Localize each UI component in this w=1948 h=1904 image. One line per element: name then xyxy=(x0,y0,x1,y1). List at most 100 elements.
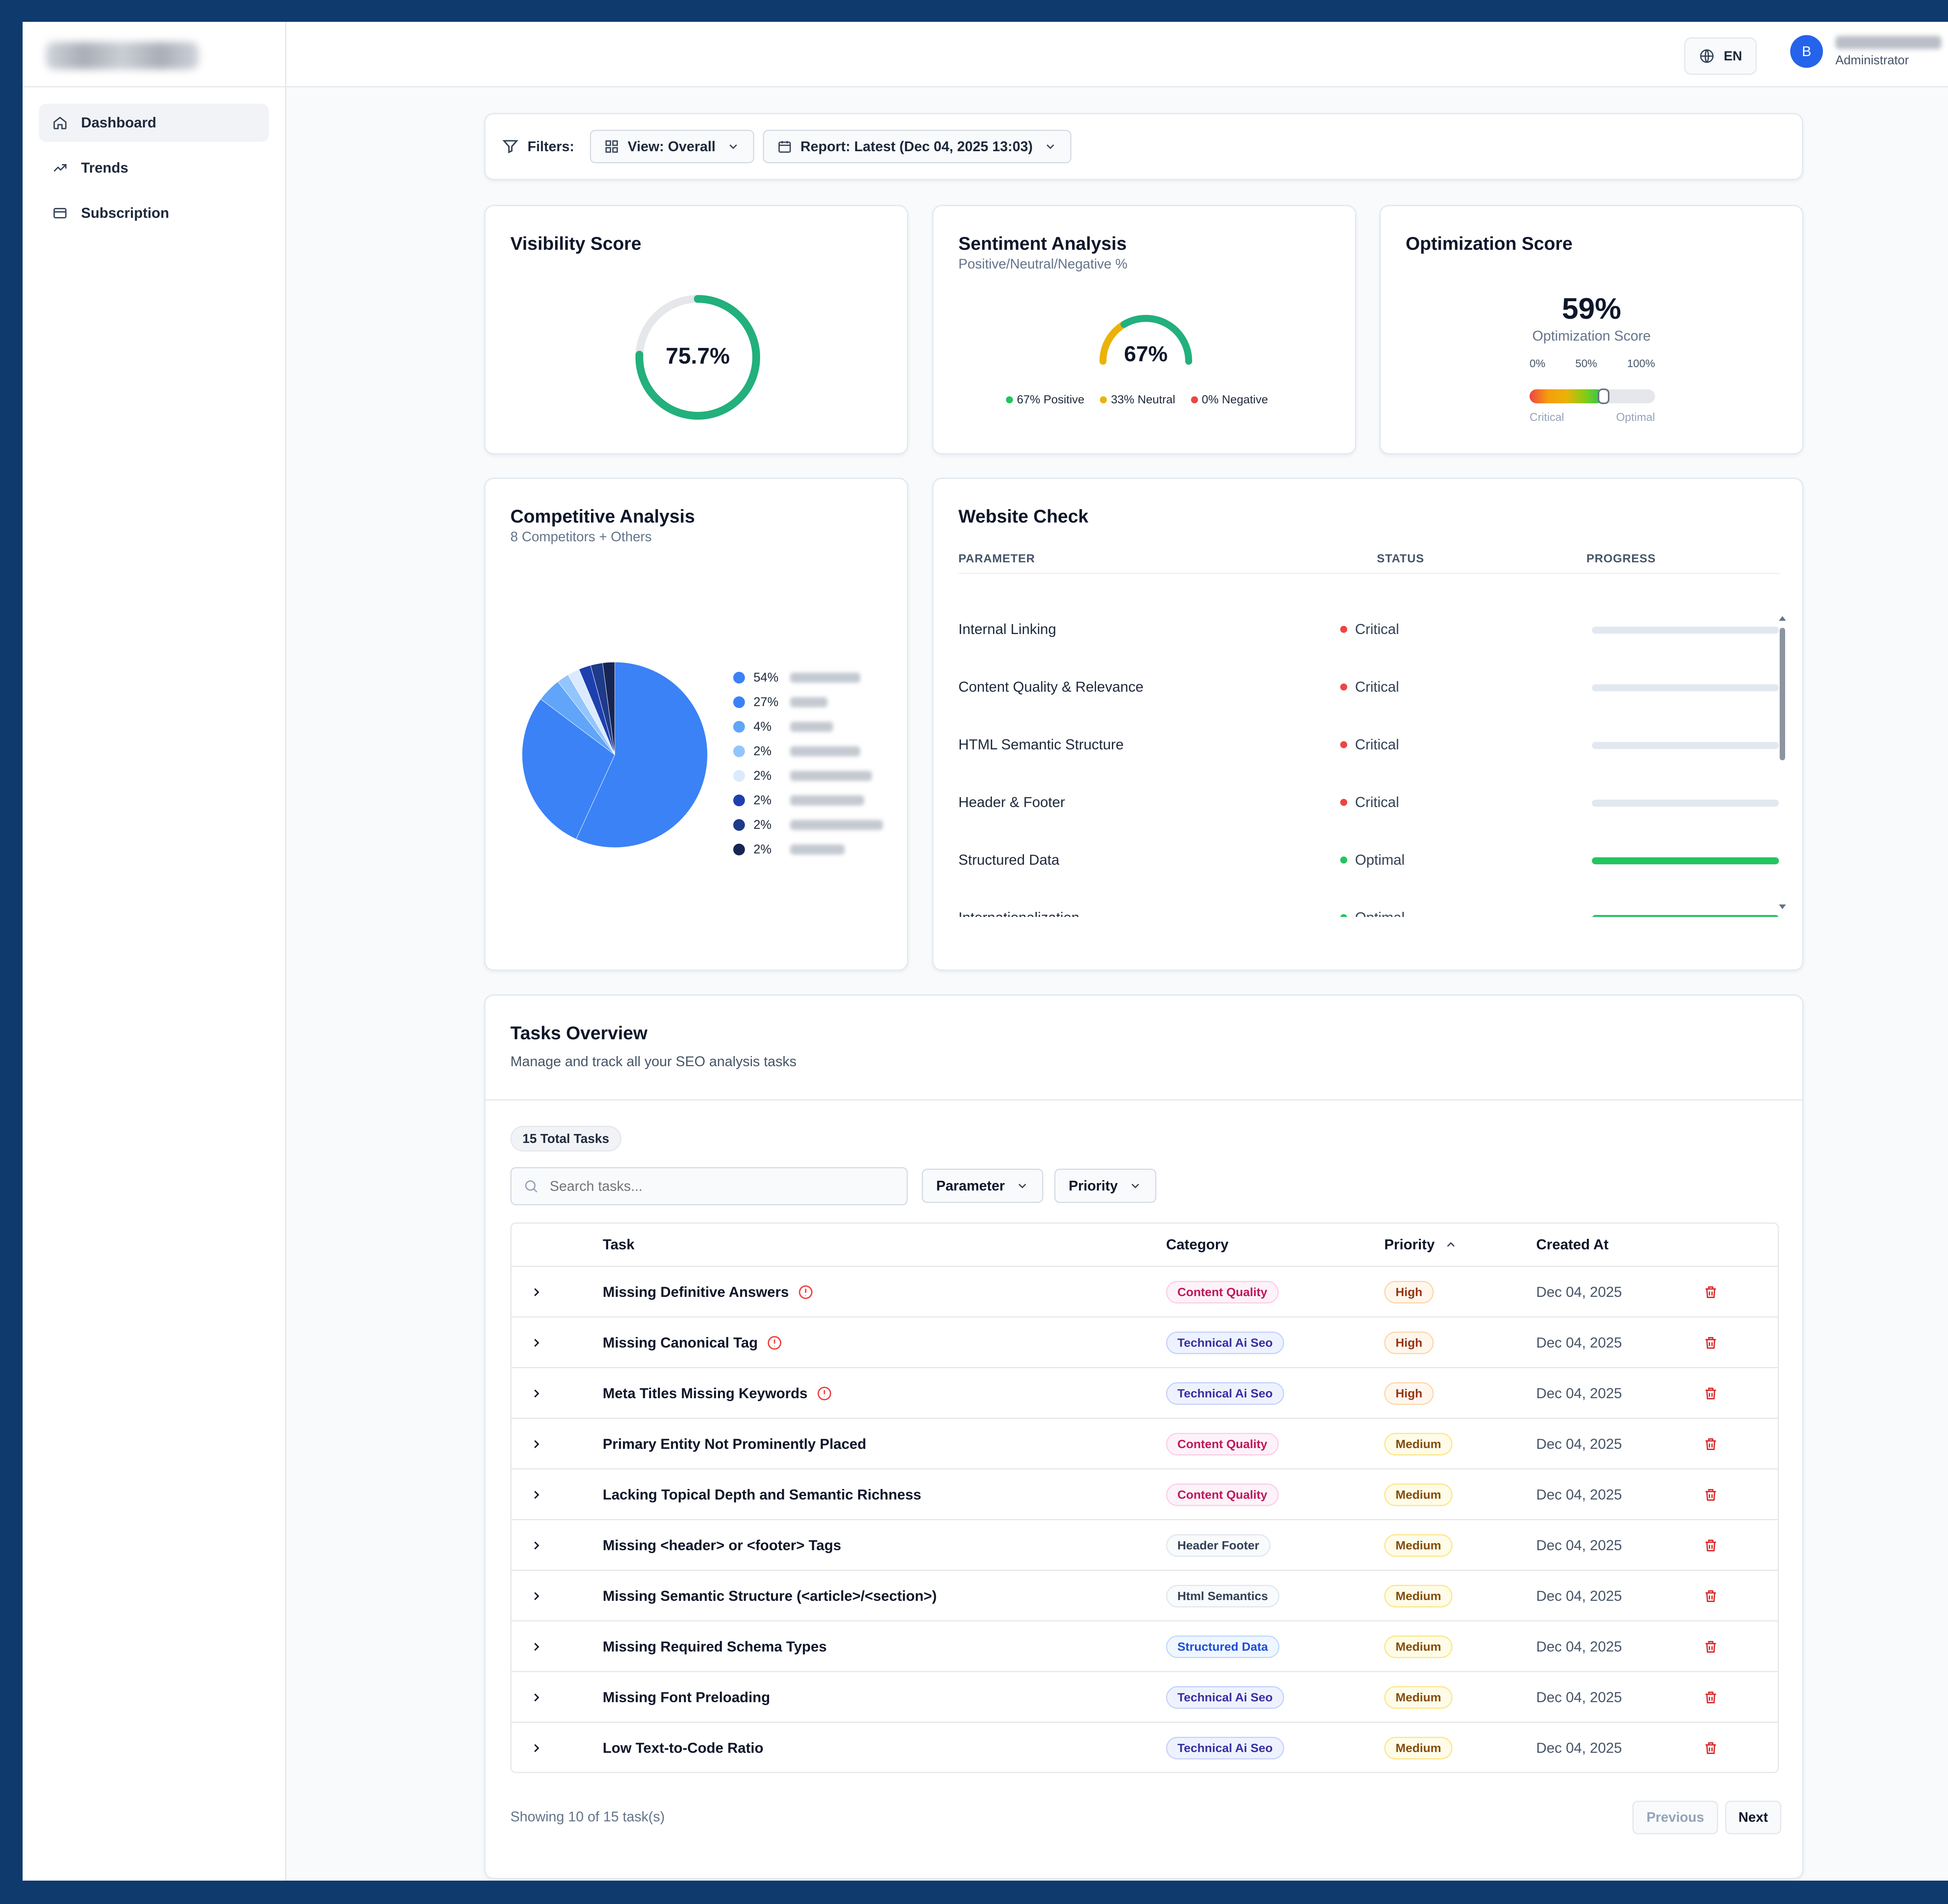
search-input[interactable] xyxy=(550,1178,900,1194)
delete-task-button[interactable] xyxy=(1703,1520,1719,1571)
category-badge: Content Quality xyxy=(1166,1281,1279,1303)
created-at: Dec 04, 2025 xyxy=(1536,1689,1622,1705)
view-filter-dropdown[interactable]: View: Overall xyxy=(590,130,754,163)
trash-icon xyxy=(1705,1692,1716,1703)
parameter-filter-dropdown[interactable]: Parameter xyxy=(922,1169,1044,1203)
column-header-created-at[interactable]: Created At xyxy=(1536,1236,1609,1252)
delete-task-button[interactable] xyxy=(1703,1267,1719,1318)
delete-task-button[interactable] xyxy=(1703,1672,1719,1723)
delete-task-button[interactable] xyxy=(1703,1419,1719,1470)
table-header: Task Category Priority Created At xyxy=(512,1224,1778,1266)
user-menu[interactable]: B Administrator xyxy=(1790,35,1948,68)
expand-row-button[interactable] xyxy=(529,1520,543,1571)
delete-task-button[interactable] xyxy=(1703,1621,1719,1672)
sidebar-nav: Dashboard Trends Subscription xyxy=(23,87,285,232)
legend-swatch xyxy=(733,745,745,757)
legend-item: 2% xyxy=(733,763,883,788)
sidebar-item-trends[interactable]: Trends xyxy=(39,149,269,187)
filters-label: Filters: xyxy=(528,138,575,154)
sidebar-item-subscription[interactable]: Subscription xyxy=(39,194,269,232)
legend-swatch xyxy=(733,843,745,855)
previous-button[interactable]: Previous xyxy=(1632,1801,1718,1834)
column-header-task[interactable]: Task xyxy=(603,1236,635,1252)
created-at: Dec 04, 2025 xyxy=(1536,1335,1622,1351)
legend-swatch xyxy=(733,794,745,806)
parameter-name: Structured Data xyxy=(958,852,1060,868)
created-at: Dec 04, 2025 xyxy=(1536,1284,1622,1300)
alert-circle-icon xyxy=(799,1285,813,1299)
legend-name-redacted xyxy=(790,746,860,756)
column-header-category[interactable]: Category xyxy=(1166,1236,1229,1252)
expand-row-button[interactable] xyxy=(529,1318,543,1368)
website-check-list[interactable]: Internal Linking Critical Content Quality … xyxy=(933,574,1779,917)
table-row[interactable]: Missing Canonical Tag Technical Ai Seo Hig… xyxy=(512,1316,1778,1367)
website-check-row: HTML Semantic Structure Critical xyxy=(933,737,1779,760)
calendar-icon xyxy=(778,141,791,153)
delete-task-button[interactable] xyxy=(1703,1368,1719,1419)
priority-filter-dropdown[interactable]: Priority xyxy=(1054,1169,1157,1203)
expand-row-button[interactable] xyxy=(529,1571,543,1621)
category-cell: Header Footer xyxy=(1166,1520,1271,1571)
category-badge: Technical Ai Seo xyxy=(1166,1686,1284,1709)
task-name-cell: Missing <header> or <footer> Tags xyxy=(603,1520,841,1571)
table-row[interactable]: Missing Font Preloading Technical Ai Seo M… xyxy=(512,1671,1778,1722)
priority-cell: Medium xyxy=(1384,1672,1453,1723)
delete-task-button[interactable] xyxy=(1703,1571,1719,1621)
table-row[interactable]: Low Text-to-Code Ratio Technical Ai Seo Me… xyxy=(512,1722,1778,1772)
sidebar-item-label: Subscription xyxy=(81,205,169,221)
language-switcher[interactable]: EN xyxy=(1684,37,1757,75)
task-name: Missing Canonical Tag xyxy=(603,1335,758,1351)
task-name-cell: Lacking Topical Depth and Semantic Richn… xyxy=(603,1470,921,1520)
expand-row-button[interactable] xyxy=(529,1470,543,1520)
task-search[interactable] xyxy=(510,1167,908,1205)
parameter-name: HTML Semantic Structure xyxy=(958,737,1124,752)
chevron-right-icon xyxy=(534,1440,540,1448)
column-header-status: STATUS xyxy=(1377,552,1424,565)
delete-task-button[interactable] xyxy=(1703,1470,1719,1520)
table-row[interactable]: Missing Definitive Answers Content Qualit… xyxy=(512,1266,1778,1316)
expand-row-button[interactable] xyxy=(529,1368,543,1419)
website-check-scrollbar[interactable] xyxy=(1778,616,1787,915)
legend-percent: 2% xyxy=(753,793,772,807)
pie-slice[interactable] xyxy=(576,662,708,848)
column-header-priority[interactable]: Priority xyxy=(1384,1224,1457,1266)
status-indicator: Critical xyxy=(1340,621,1399,638)
progress-bar xyxy=(1592,800,1779,807)
delete-task-button[interactable] xyxy=(1703,1723,1719,1772)
pie-slice[interactable] xyxy=(522,699,615,840)
expand-row-button[interactable] xyxy=(529,1621,543,1672)
scrollbar-thumb[interactable] xyxy=(1780,628,1785,760)
table-row[interactable]: Missing Required Schema Types Structured … xyxy=(512,1620,1778,1671)
sidebar-item-dashboard[interactable]: Dashboard xyxy=(39,104,269,142)
table-row[interactable]: Meta Titles Missing Keywords Technical Ai… xyxy=(512,1367,1778,1418)
card-subtitle: Manage and track all your SEO analysis t… xyxy=(510,1053,797,1069)
optimization-ticks: 0% 50% 100% xyxy=(1530,357,1655,370)
progress-bar xyxy=(1592,684,1779,691)
table-row[interactable]: Lacking Topical Depth and Semantic Richn… xyxy=(512,1468,1778,1519)
expand-row-button[interactable] xyxy=(529,1672,543,1723)
table-row[interactable]: Primary Entity Not Prominently Placed Con… xyxy=(512,1418,1778,1468)
legend-item: 0% Negative xyxy=(1191,393,1268,406)
delete-task-button[interactable] xyxy=(1703,1318,1719,1368)
category-cell: Structured Data xyxy=(1166,1621,1279,1672)
scroll-up-arrow[interactable] xyxy=(1779,616,1786,621)
task-name: Low Text-to-Code Ratio xyxy=(603,1740,764,1756)
category-badge: Technical Ai Seo xyxy=(1166,1737,1284,1759)
table-row[interactable]: Missing <header> or <footer> Tags Header … xyxy=(512,1519,1778,1570)
expand-row-button[interactable] xyxy=(529,1267,543,1318)
visibility-gauge-fill xyxy=(635,295,760,420)
chevron-down-icon xyxy=(1131,1183,1139,1189)
status-label: Critical xyxy=(1355,679,1399,695)
critical-dot xyxy=(1340,799,1347,806)
table-row[interactable]: Missing Semantic Structure (<article>/<s… xyxy=(512,1570,1778,1620)
scroll-down-arrow[interactable] xyxy=(1779,904,1786,909)
pie-slice[interactable] xyxy=(602,662,615,755)
expand-row-button[interactable] xyxy=(529,1723,543,1772)
report-filter-dropdown[interactable]: Report: Latest (Dec 04, 2025 13:03) xyxy=(762,130,1071,163)
column-header-progress: PROGRESS xyxy=(1586,552,1656,565)
expand-row-button[interactable] xyxy=(529,1419,543,1470)
task-name: Primary Entity Not Prominently Placed xyxy=(603,1436,866,1452)
next-button[interactable]: Next xyxy=(1725,1801,1781,1834)
category-cell: Technical Ai Seo xyxy=(1166,1368,1284,1419)
brand-logo[interactable] xyxy=(46,42,199,69)
